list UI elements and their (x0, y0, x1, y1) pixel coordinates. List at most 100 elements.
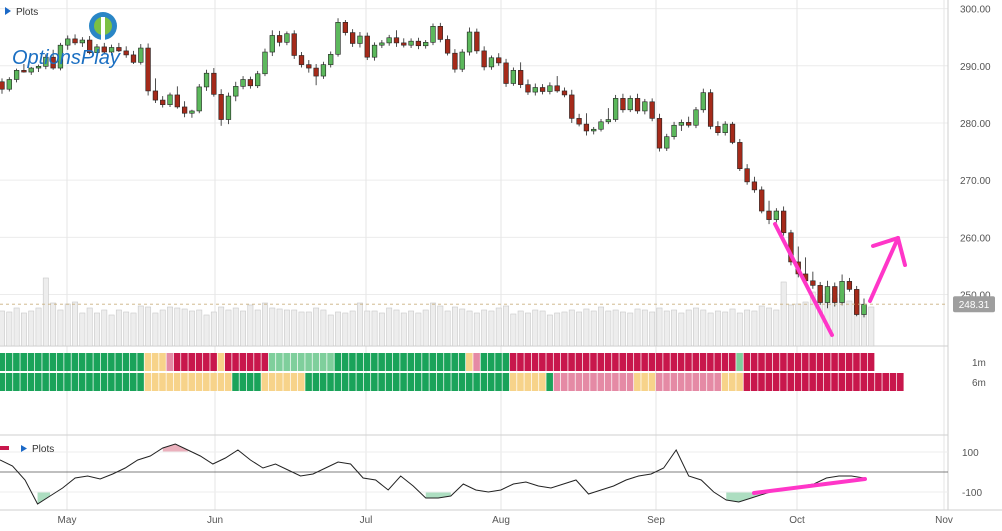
rating-cell (283, 373, 290, 391)
month-tick-label: Jul (360, 515, 373, 526)
candle-body (43, 56, 49, 67)
rating-cell (363, 353, 371, 371)
volume-bar (583, 308, 590, 347)
volume-bar (780, 281, 787, 347)
volume-bar (13, 307, 20, 347)
candle-body (751, 181, 758, 191)
rating-cell (319, 353, 327, 371)
volume-bar (802, 301, 809, 347)
volume-bar (678, 312, 685, 347)
volume-bar (0, 310, 5, 347)
volume-bar (634, 308, 641, 347)
rating-cell (129, 373, 137, 391)
volume-bar (349, 310, 356, 347)
rating-cell (56, 353, 64, 371)
volume-bar (400, 312, 407, 347)
rating-cell (268, 373, 276, 391)
rating-cell (64, 373, 71, 391)
rating-cell (845, 373, 853, 391)
rating-cell (758, 373, 765, 391)
rating-cell (27, 353, 35, 371)
volume-bar (714, 310, 721, 347)
volume-bar (437, 305, 444, 347)
rating-cell (13, 353, 20, 371)
candle-body (189, 110, 195, 114)
volume-bar (627, 312, 634, 347)
rating-cell (853, 373, 860, 391)
volume-bar (335, 311, 341, 347)
rating-cell (407, 353, 415, 371)
rating-cell (590, 353, 597, 371)
volume-bar (649, 311, 656, 347)
candle-body (488, 57, 495, 68)
lower-panel-header[interactable]: Plots (0, 444, 54, 455)
candle-body (846, 281, 853, 290)
rating-cell (466, 353, 473, 371)
candle-body (576, 118, 582, 125)
candle-body (291, 33, 297, 56)
rating-cell (692, 353, 700, 371)
volume-bar (20, 312, 27, 347)
rating-cell (327, 373, 334, 391)
rating-cell (809, 373, 816, 391)
volume-bar (444, 310, 451, 347)
candle-body (547, 85, 553, 92)
rating-cell (392, 353, 400, 371)
rating-cell (787, 373, 795, 391)
rating-cell (232, 353, 239, 371)
rating-cell (531, 353, 539, 371)
candle-body (196, 86, 202, 112)
volume-bar (451, 306, 458, 347)
rating-cell (261, 353, 269, 371)
rating-cell (188, 353, 196, 371)
rating-cell (312, 353, 320, 371)
volume-bar (766, 307, 772, 347)
volume-bar (320, 309, 327, 347)
volume-bar (181, 308, 188, 347)
rating-cell (677, 373, 685, 391)
rating-cell (56, 373, 64, 391)
rating-cell (860, 353, 868, 371)
volume-bar (561, 311, 568, 347)
candle-body (781, 210, 787, 234)
rating-cell (677, 353, 685, 371)
collapse-triangle-icon[interactable] (5, 7, 11, 15)
rating-cell (553, 373, 561, 391)
rating-cell (42, 373, 49, 391)
candle-body (627, 98, 633, 111)
rating-cell (20, 353, 27, 371)
candle-body (649, 101, 655, 119)
rating-cell (736, 373, 743, 391)
rating-cell (560, 353, 568, 371)
rating-cell (49, 353, 57, 371)
rating-cell (875, 373, 882, 391)
rating-cell (685, 373, 692, 391)
candle-body (364, 35, 370, 58)
collapse-triangle-icon[interactable] (21, 445, 27, 452)
rating-cell (436, 353, 444, 371)
main-panel-header[interactable]: Plots (5, 7, 38, 18)
volume-bar (196, 309, 203, 347)
candle-body (598, 121, 604, 130)
rating-cell (707, 353, 714, 371)
rating-cell (115, 373, 122, 391)
rating-cell (400, 373, 407, 391)
oscillator-fill (162, 444, 188, 452)
candle-body (824, 286, 831, 303)
candle-body (116, 47, 122, 52)
candle-body (101, 46, 107, 53)
volume-bar (466, 310, 473, 347)
rating-cell (714, 373, 721, 391)
rating-cell (100, 373, 108, 391)
rating-cell (648, 373, 656, 391)
volume-bar (481, 309, 488, 347)
volume-bar (605, 310, 612, 347)
volume-bar (357, 302, 363, 347)
volume-bar (291, 309, 298, 347)
volume-bar (795, 303, 802, 347)
candle-body (72, 38, 78, 44)
volume-bar (546, 314, 553, 347)
volume-bar (641, 309, 648, 347)
volume-bar (700, 309, 707, 347)
